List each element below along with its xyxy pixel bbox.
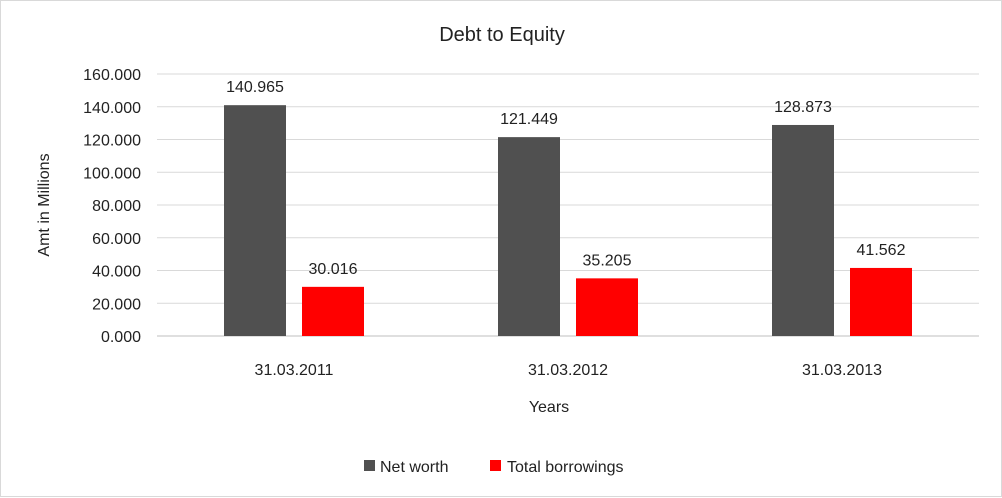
data-label: 140.965 [226, 79, 284, 96]
x-axis-label: Years [529, 399, 569, 416]
bar-net-worth [772, 124, 834, 336]
y-tick-label: 100.000 [83, 165, 141, 182]
data-label: 30.016 [309, 261, 358, 278]
y-tick-label: 140.000 [83, 100, 141, 117]
legend: Net worth Total borrowings [364, 459, 624, 476]
data-label: 121.449 [500, 111, 558, 128]
legend-label-net-worth: Net worth [380, 459, 448, 476]
y-tick-label: 40.000 [92, 264, 141, 281]
data-label: 41.562 [857, 242, 906, 259]
bar-net-worth [498, 137, 560, 336]
x-tick-label: 31.03.2011 [255, 362, 334, 379]
chart-title: Debt to Equity [439, 24, 565, 46]
bar-net-worth [224, 105, 286, 336]
y-tick-label: 0.000 [101, 329, 141, 346]
bar-total-borrowings [302, 286, 364, 336]
data-label: 35.205 [583, 252, 632, 269]
bar-total-borrowings [850, 267, 912, 336]
y-tick-label: 60.000 [92, 231, 141, 248]
legend-swatch-net-worth [364, 460, 375, 471]
legend-label-total-borrowings: Total borrowings [507, 459, 624, 476]
y-tick-label: 120.000 [83, 133, 141, 150]
y-tick-label: 20.000 [92, 296, 141, 313]
y-tick-label: 160.000 [83, 67, 141, 84]
x-tick-label: 31.03.2013 [802, 362, 882, 379]
x-tick-label: 31.03.2012 [528, 362, 608, 379]
y-tick-label: 80.000 [92, 198, 141, 215]
bar-total-borrowings [576, 278, 638, 336]
y-axis-label: Amt in Millions [36, 153, 53, 256]
data-label: 128.873 [774, 99, 832, 116]
legend-swatch-total-borrowings [490, 460, 501, 471]
